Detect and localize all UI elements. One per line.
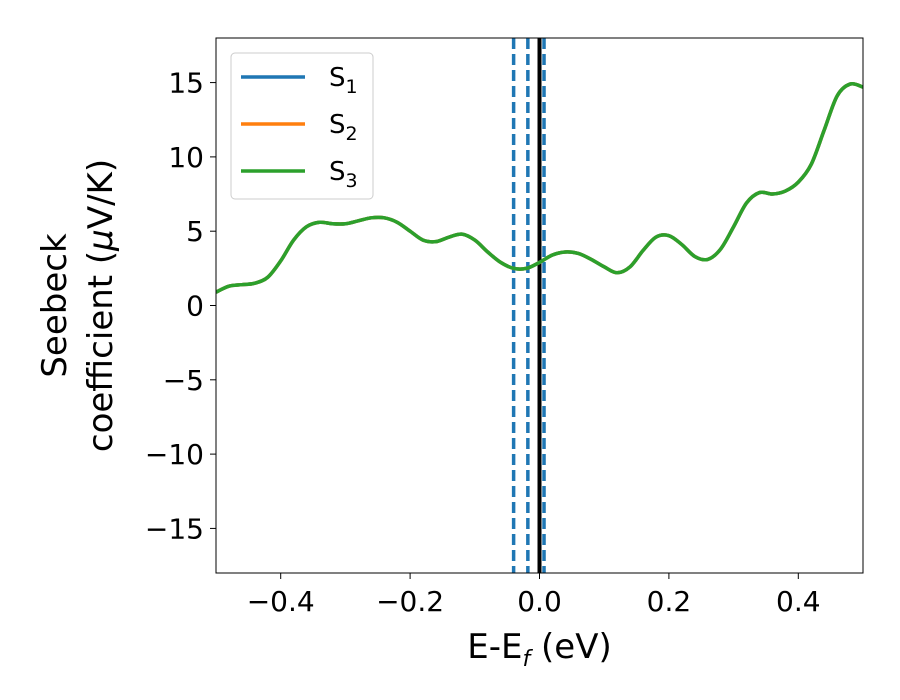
series-lines [216,82,863,294]
y-axis-label-line2-prefix: coefficient ( [81,251,121,452]
x-axis-label-subscript: f [522,647,533,672]
y-axis-label-mu: μ [81,229,121,252]
y-tick-label: 10 [168,141,204,174]
x-tick-label: −0.4 [247,585,315,618]
x-axis-ticks: −0.4 −0.2 0.0 0.2 0.4 [247,573,821,618]
y-axis-label: Seebeck coefficient (μV/K) [35,159,121,452]
x-axis-label-suffix: (eV) [530,627,612,667]
x-axis-label: E-Ef (eV) [467,627,612,672]
legend-box [230,52,374,200]
y-axis-ticks: −15 −10 −5 0 5 10 15 [145,67,216,545]
legend-label-s2: S2 [329,110,358,145]
y-tick-label: 15 [168,67,204,100]
x-axis-label-base: E-E [467,627,522,667]
x-tick-label: 0.0 [517,585,562,618]
legend-label-s1: S1 [329,63,358,98]
y-tick-label: −10 [145,438,204,471]
legend: S1 S2 S3 [230,52,374,200]
y-axis-label-line2: coefficient (μV/K) [81,159,121,452]
y-axis-label-line1: Seebeck [35,233,75,378]
y-tick-label: −15 [145,512,204,545]
x-tick-label: −0.2 [376,585,444,618]
y-tick-label: 0 [186,290,204,323]
legend-label-s3: S3 [329,157,358,192]
vertical-lines [511,38,546,573]
x-tick-label: 0.2 [647,585,692,618]
y-axis-label-line2-suffix: V/K) [81,159,121,229]
series-line-s3 [216,82,863,294]
y-tick-label: −5 [163,364,204,397]
x-tick-label: 0.4 [776,585,821,618]
y-tick-label: 5 [186,215,204,248]
